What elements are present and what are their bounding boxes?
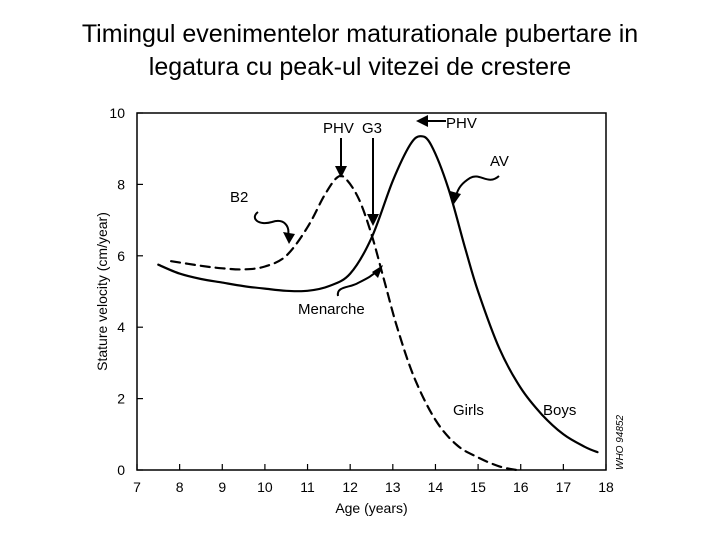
y-axis-label: Stature velocity (cm/year) <box>94 212 110 371</box>
x-tick-label: 13 <box>385 479 401 495</box>
x-tick-label: 14 <box>428 479 444 495</box>
menarche-arrow <box>336 269 379 297</box>
av-label: AV <box>490 153 509 170</box>
chart-series <box>157 135 599 472</box>
series-line-girls <box>170 174 518 472</box>
g3-arrowhead <box>367 214 379 226</box>
x-tick-label: 8 <box>176 479 184 495</box>
x-tick-label: 17 <box>556 479 572 495</box>
av-arrowhead <box>450 191 461 204</box>
y-tick-label: 0 <box>117 462 125 478</box>
b2-arrow <box>253 211 290 237</box>
phv-girls-arrowhead <box>335 166 347 178</box>
plot-frame <box>136 112 607 471</box>
g3-label: G3 <box>362 120 382 137</box>
x-tick-label: 11 <box>300 479 315 495</box>
x-tick-label: 18 <box>598 479 614 495</box>
y-tick-label: 8 <box>117 176 125 192</box>
b2-arrowhead <box>283 232 295 244</box>
x-axis-label: Age (years) <box>335 500 407 516</box>
menarche-label: Menarche <box>298 301 365 318</box>
phv-boys-label: PHV <box>446 115 477 132</box>
menarche-arrowhead <box>372 265 383 278</box>
x-tick-label: 9 <box>218 479 226 495</box>
slide-title: Timingul evenimentelor maturationale pub… <box>0 18 720 84</box>
girls-label: Girls <box>453 402 484 419</box>
chart-annotations: PHV PHV G3 B2 AV Menarche Girls Boys WHO… <box>230 115 626 470</box>
y-tick-label: 10 <box>109 105 125 121</box>
boys-label: Boys <box>543 402 576 419</box>
phv-girls-label: PHV <box>323 120 354 137</box>
slide-title-line-2: legatura cu peak-ul vitezei de crestere <box>148 53 572 81</box>
av-arrow <box>455 175 500 197</box>
y-tick-label: 4 <box>117 319 125 335</box>
y-tick-label: 6 <box>117 248 125 264</box>
series-line-boys <box>157 135 599 454</box>
y-tick-label: 2 <box>117 391 125 407</box>
chart-axes: 7 8 9 10 11 12 13 14 15 16 17 18 0 2 4 6 8 10 Age (years) S… <box>94 105 614 516</box>
x-tick-label: 10 <box>257 479 273 495</box>
x-tick-label: 7 <box>133 479 141 495</box>
slide-title-line-1: Timingul evenimentelor maturationale pub… <box>81 20 639 48</box>
x-tick-label: 12 <box>342 479 358 495</box>
x-tick-label: 16 <box>513 479 529 495</box>
phv-boys-arrowhead <box>416 115 428 127</box>
b2-label: B2 <box>230 189 248 206</box>
who-watermark: WHO 94852 <box>615 415 626 470</box>
x-tick-label: 15 <box>470 479 486 495</box>
